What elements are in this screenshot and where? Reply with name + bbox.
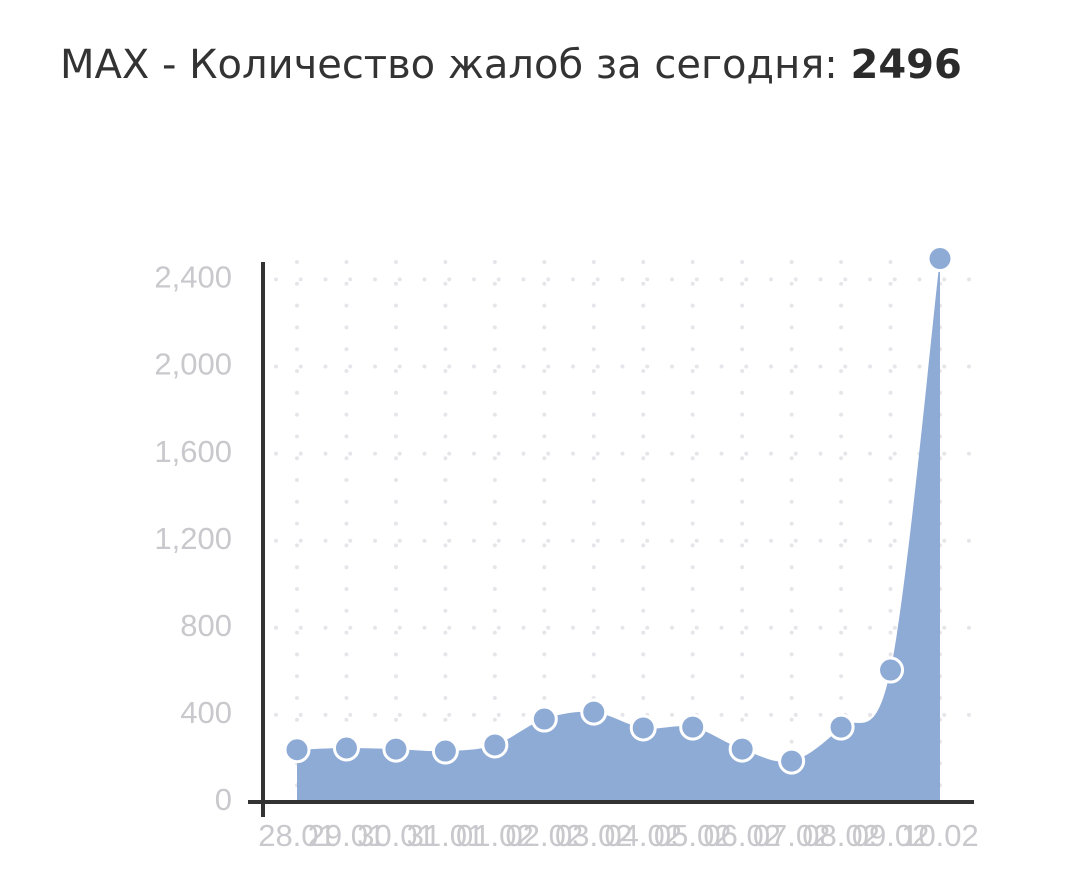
- x-tick-label: 05.02: [654, 818, 732, 853]
- point: [827, 713, 855, 741]
- x-tick-label: 06.02: [703, 818, 781, 853]
- y-tick-label: 800: [180, 608, 232, 643]
- x-tick-label: 29.01: [308, 818, 386, 853]
- y-tick-label: 1,600: [154, 434, 232, 469]
- today-value: 2496: [851, 42, 962, 88]
- point: [877, 656, 905, 684]
- point: [382, 735, 410, 763]
- labels: 0 400 800 1,200 1,600 2,000 2,400 28.0129.0130.…: [154, 260, 978, 854]
- x-tick-label: 02.02: [506, 818, 584, 853]
- x-tick-label: 31.01: [407, 818, 485, 853]
- y-tick-label: 2,000: [154, 347, 232, 382]
- chart-title-group: MAX - Количество жалоб за сегодня: 2496: [60, 42, 962, 88]
- y-tick-label: 0: [215, 782, 232, 817]
- point: [778, 747, 806, 775]
- area: [297, 258, 940, 803]
- point: [629, 714, 657, 742]
- x-tick-label: 04.02: [604, 818, 682, 853]
- point: [332, 734, 360, 762]
- x-tick-label: 09.02: [852, 818, 930, 853]
- grid: [274, 260, 974, 794]
- point: [431, 737, 459, 765]
- point: [728, 735, 756, 763]
- x-tick-label: 28.01: [258, 818, 336, 853]
- point: [926, 245, 954, 273]
- y-tick-label: 1,200: [154, 521, 232, 556]
- point: [530, 705, 558, 733]
- plot: [283, 245, 954, 803]
- point: [283, 736, 311, 764]
- point: [481, 731, 509, 759]
- y-tick-label: 400: [180, 695, 232, 730]
- point: [580, 698, 608, 726]
- x-tick-label: 03.02: [555, 818, 633, 853]
- x-tick-label: 01.02: [456, 818, 534, 853]
- x-tick-label: 08.02: [802, 818, 880, 853]
- x-tick-label: 07.02: [753, 818, 831, 853]
- x-tick-label: 30.01: [357, 818, 435, 853]
- x-tick-label: 10.02: [901, 818, 979, 853]
- point: [679, 713, 707, 741]
- y-tick-label: 2,400: [154, 260, 232, 295]
- chart-title: MAX - Количество жалоб за сегодня:: [60, 42, 838, 88]
